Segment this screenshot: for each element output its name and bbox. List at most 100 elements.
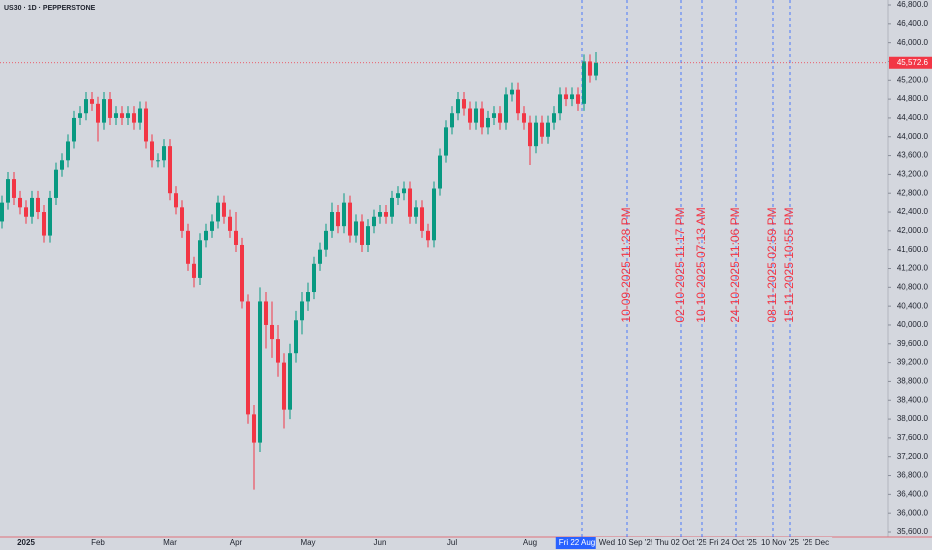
candle-body [30,197,34,217]
x-annotation: Fri 24 Oct '25 [709,538,757,547]
candle-body [492,113,496,118]
y-tick-label: 40,800.0 [897,282,929,291]
candle-body [180,207,184,231]
candle-body [546,122,550,137]
x-annotation-box [706,537,761,549]
candle-body [558,94,562,114]
candle-body [132,113,136,123]
y-tick-label: 41,200.0 [897,264,929,273]
candle-body [150,141,154,161]
candle-body [456,99,460,114]
candle-body [216,202,220,222]
y-tick-label: 46,800.0 [897,0,929,9]
y-tick-label: 44,400.0 [897,113,929,122]
candle-body [504,94,508,123]
candle-body [72,117,76,142]
y-tick-label: 36,400.0 [897,489,929,498]
candle-body [576,94,580,104]
x-annotation: Dec [815,538,829,547]
y-tick-label: 37,200.0 [897,452,929,461]
x-tick-label: Apr [230,538,243,547]
candle-body [210,221,214,231]
candle-body [594,62,598,76]
x-tick-label: Jul [447,538,457,547]
y-tick-label: 38,000.0 [897,414,929,423]
candle-body [480,108,484,128]
x-annotation: '25 [803,538,814,547]
candle-body [54,169,58,198]
y-tick-label: 41,600.0 [897,245,929,254]
candle-body [108,99,112,118]
candle-body [126,113,130,118]
candle-body [114,113,118,118]
candle-body [438,155,442,189]
y-tick-label: 39,600.0 [897,339,929,348]
candle-body [336,212,340,227]
x-annotation: 10 Nov '25 [761,538,800,547]
event-label: 02-10-2025 11:17 PM [673,207,687,322]
candle-body [348,202,352,236]
candle-body [102,99,106,123]
candle-body [276,339,280,363]
candle-body [516,89,520,114]
x-tick-label: Mar [163,538,177,547]
event-label: 08-11-2025 02:59 PM [765,207,779,322]
candle-body [198,240,202,278]
y-tick-label: 36,000.0 [897,508,929,517]
candle-body [528,122,532,147]
candle-body [84,99,88,114]
x-tick-label: 2025 [17,538,35,547]
candle-body [270,324,274,340]
last-price-box [889,56,932,69]
candle-body [462,99,466,109]
candle-body [486,117,490,128]
candle-body [240,244,244,302]
y-tick-label: 38,800.0 [897,377,929,386]
event-label: 10-10-2025 07:13 AM [694,207,708,322]
candle-body [402,188,406,194]
candle-body [342,202,346,227]
x-annotation-box [811,537,833,549]
candle-body [396,193,400,198]
candle-body [552,113,556,123]
candle-body [222,202,226,217]
x-tick-label: Feb [91,538,105,547]
candle-body [264,301,268,325]
candle-body [432,188,436,241]
last-price-label: 45,572.6 [897,58,929,67]
candle-body [306,292,310,302]
candle-body [258,301,262,443]
y-tick-label: 43,200.0 [897,170,929,179]
y-tick-label: 44,000.0 [897,132,929,141]
x-annotation-box [758,537,803,549]
candle-body [252,414,256,443]
y-tick-label: 42,800.0 [897,188,929,197]
x-annotation-box [595,537,659,549]
candle-body [288,353,292,410]
candle-body [390,197,394,217]
candle-body [522,113,526,123]
candle-body [282,362,286,410]
candle-body [540,122,544,137]
x-tick-label: Jun [374,538,387,547]
candle-body [228,216,232,231]
candle-body [360,221,364,245]
x-annotation: Thu 02 Oct '25 [655,538,708,547]
candle-body [408,188,412,217]
candle-body [96,103,100,123]
candle-body [36,197,40,213]
candle-body [144,108,148,142]
y-tick-label: 37,600.0 [897,433,929,442]
x-tick-label: May [300,538,315,547]
y-tick-label: 42,400.0 [897,207,929,216]
candle-body [42,212,46,236]
candle-body [570,94,574,100]
candle-body [90,99,94,104]
y-tick-label: 42,000.0 [897,226,929,235]
candle-body [414,207,418,217]
candle-body [312,263,316,293]
candle-body [588,61,592,76]
y-tick-label: 39,200.0 [897,358,929,367]
